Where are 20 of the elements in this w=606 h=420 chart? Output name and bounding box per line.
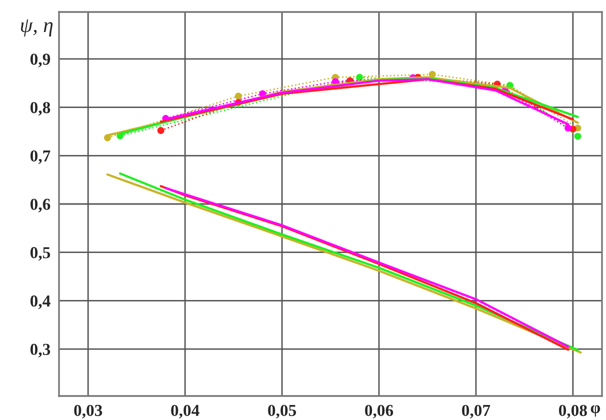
point — [157, 127, 164, 134]
y-tick-label: 0,3 — [30, 344, 50, 358]
x-tick-label: 0,06 — [365, 404, 394, 418]
y-tick-label: 0,4 — [30, 295, 50, 310]
x-tick-label: 0,04 — [171, 404, 200, 418]
x-tick-label: 0,08 — [558, 404, 587, 418]
point — [234, 92, 242, 100]
x-axis-title: φ — [590, 405, 600, 417]
y-axis-title: ψ, η — [20, 19, 53, 36]
point — [574, 132, 582, 140]
y-tick-label: 0,7 — [30, 150, 50, 164]
point — [356, 74, 364, 81]
y-tick-label: 0,5 — [30, 247, 50, 261]
point — [564, 124, 572, 132]
y-tick-label: 0,8 — [30, 102, 50, 116]
y-tick-label: 0,9 — [30, 54, 50, 68]
x-tick-label: 0,05 — [268, 404, 296, 418]
x-tick-label: 0,07 — [462, 404, 490, 418]
x-tick-label: 0,03 — [74, 404, 102, 418]
y-tick-label: 0,6 — [30, 198, 50, 212]
